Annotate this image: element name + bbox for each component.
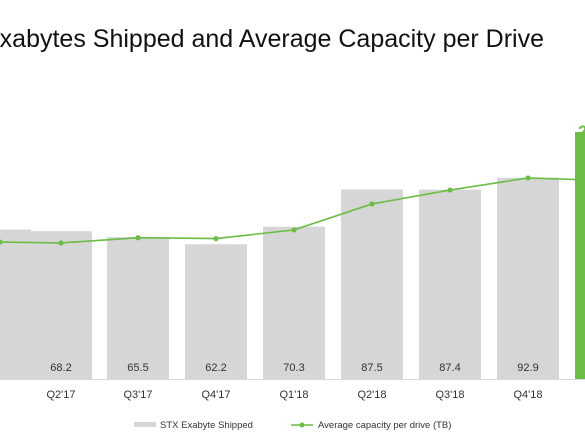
bar-value-label: 62.2 xyxy=(205,362,226,374)
x-tick-label: Q3'18 xyxy=(435,389,464,401)
capacity-point-q3-17 xyxy=(135,235,141,241)
bars-group xyxy=(0,132,585,379)
bar-value-label: 70.3 xyxy=(283,362,304,374)
capacity-point-q3-18 xyxy=(447,187,453,193)
capacity-point-q1-18 xyxy=(291,227,297,233)
legend-line-marker xyxy=(299,422,305,428)
capacity-point-q2-17 xyxy=(58,240,64,246)
x-tick-labels-group: Q2'17 Q3'17 Q4'17 Q1'18 Q2'18 Q3'18 Q4'18 xyxy=(46,389,542,401)
bar-q3-17 xyxy=(107,237,169,379)
legend-bar-label: STX Exabyte Shipped xyxy=(160,420,253,431)
capacity-point-q1-17 xyxy=(0,239,3,245)
bar-q2-17 xyxy=(30,231,92,379)
capacity-point-q2-18 xyxy=(369,201,375,207)
x-tick-label: Q2'18 xyxy=(357,389,386,401)
x-tick-label: Q4'18 xyxy=(513,389,542,401)
line-series-group xyxy=(0,175,585,246)
capacity-point-q4-18 xyxy=(525,175,531,181)
x-tick-label: Q2'17 xyxy=(46,389,75,401)
legend-line-label: Average capacity per drive (TB) xyxy=(318,420,451,431)
bar-value-label: 92.9 xyxy=(517,362,538,374)
bar-q1-19 xyxy=(575,132,585,379)
bar-value-label: 68.2 xyxy=(50,362,71,374)
capacity-point-q4-17 xyxy=(213,236,219,242)
bar-q3-18 xyxy=(419,189,481,379)
x-tick-label: Q1'18 xyxy=(279,389,308,401)
bar-value-label: 65.5 xyxy=(127,362,148,374)
chart-title: Exabytes Shipped and Average Capacity pe… xyxy=(0,25,544,53)
bar-q4-17 xyxy=(185,244,247,379)
legend-bar-swatch xyxy=(134,422,156,427)
bar-q4-18 xyxy=(497,177,559,379)
legend: STX Exabyte Shipped Average capacity per… xyxy=(134,420,451,431)
highlight-value-label: 2 xyxy=(578,122,585,141)
bar-q1-17 xyxy=(0,229,31,379)
bar-value-label: 87.5 xyxy=(361,362,382,374)
bar-q1-18 xyxy=(263,226,325,379)
x-tick-label: Q4'17 xyxy=(201,389,230,401)
bar-q2-18 xyxy=(341,189,403,379)
bar-value-label: 87.4 xyxy=(439,362,460,374)
value-labels-group: 68.2 65.5 62.2 70.3 87.5 87.4 92.9 2 xyxy=(50,122,585,374)
x-tick-label: Q3'17 xyxy=(123,389,152,401)
